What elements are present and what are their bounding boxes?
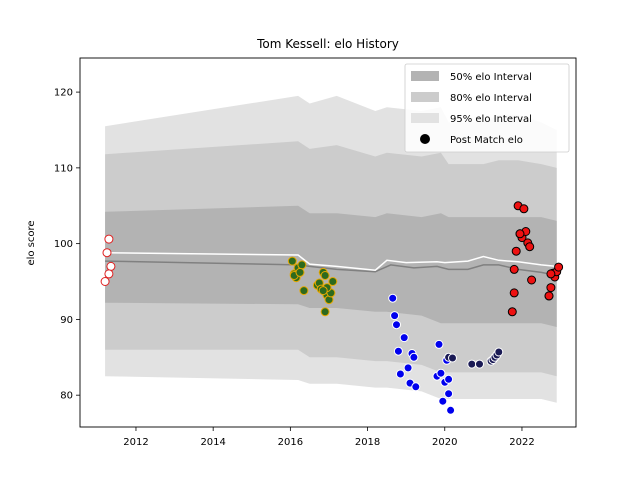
data-point [328, 277, 338, 286]
data-point [409, 352, 419, 362]
y-axis: 80 90 100 110 120 [54, 88, 80, 402]
legend-swatch-50 [411, 71, 439, 81]
data-point [448, 353, 457, 363]
data-point [446, 405, 456, 415]
x-axis: 2012 2014 2016 2018 2020 2022 [123, 427, 535, 448]
data-point [546, 283, 556, 293]
legend-label: Post Match elo [450, 135, 523, 146]
data-point [106, 261, 116, 271]
legend-label: 50% elo Interval [450, 72, 532, 83]
data-point [444, 389, 454, 399]
data-point [507, 307, 517, 317]
y-tick-label: 110 [54, 163, 73, 174]
data-point [403, 363, 413, 373]
data-point [392, 320, 401, 330]
y-tick-label: 90 [60, 315, 73, 326]
data-point [525, 242, 535, 252]
data-point [295, 267, 305, 277]
data-point [287, 256, 297, 266]
y-tick-label: 80 [60, 391, 73, 402]
x-tick-label: 2020 [432, 437, 457, 448]
data-point [475, 359, 484, 369]
legend-label: 80% elo Interval [450, 93, 532, 104]
data-point [554, 262, 564, 272]
data-point [102, 248, 112, 258]
data-point [320, 271, 330, 280]
y-tick-label: 120 [54, 88, 73, 99]
legend-frame [404, 63, 570, 153]
data-point [393, 346, 403, 356]
data-point [438, 396, 448, 406]
data-point [546, 269, 556, 279]
data-point [519, 204, 529, 214]
data-point [299, 286, 309, 296]
y-tick-label: 100 [54, 239, 73, 250]
data-point [388, 293, 398, 303]
plot-frame [79, 57, 577, 428]
data-point [436, 368, 446, 378]
data-point [509, 288, 519, 298]
data-point [544, 291, 554, 301]
x-tick-label: 2012 [123, 437, 148, 448]
x-tick-label: 2022 [509, 437, 534, 448]
data-point [527, 275, 537, 285]
y-axis-label: elo score [26, 220, 37, 265]
data-point [444, 374, 454, 384]
data-point [509, 264, 519, 274]
data-point [104, 269, 114, 279]
legend-swatch-95 [411, 113, 439, 123]
data-point [395, 369, 405, 379]
data-point [320, 307, 330, 317]
x-tick-label: 2018 [355, 437, 380, 448]
mean-line [105, 251, 557, 271]
data-point [318, 286, 328, 296]
data-point [434, 339, 444, 349]
data-point [467, 359, 477, 369]
data-point [390, 311, 400, 321]
data-point [399, 333, 409, 343]
legend-label: 95% elo Interval [450, 114, 532, 125]
legend-marker-post-match [420, 134, 430, 144]
data-point [515, 229, 525, 239]
x-tick-label: 2014 [200, 437, 225, 448]
plot-area [100, 95, 564, 415]
x-tick-label: 2016 [278, 437, 303, 448]
data-point [104, 234, 114, 244]
data-point [511, 246, 521, 256]
chart-title: Tom Kessell: elo History [256, 37, 399, 51]
legend: 50% elo Interval 80% elo Interval 95% elo … [404, 63, 570, 153]
data-point [297, 260, 307, 270]
data-point [411, 382, 421, 392]
legend-swatch-80 [411, 92, 439, 102]
data-point [494, 347, 504, 357]
data-point [100, 277, 110, 286]
